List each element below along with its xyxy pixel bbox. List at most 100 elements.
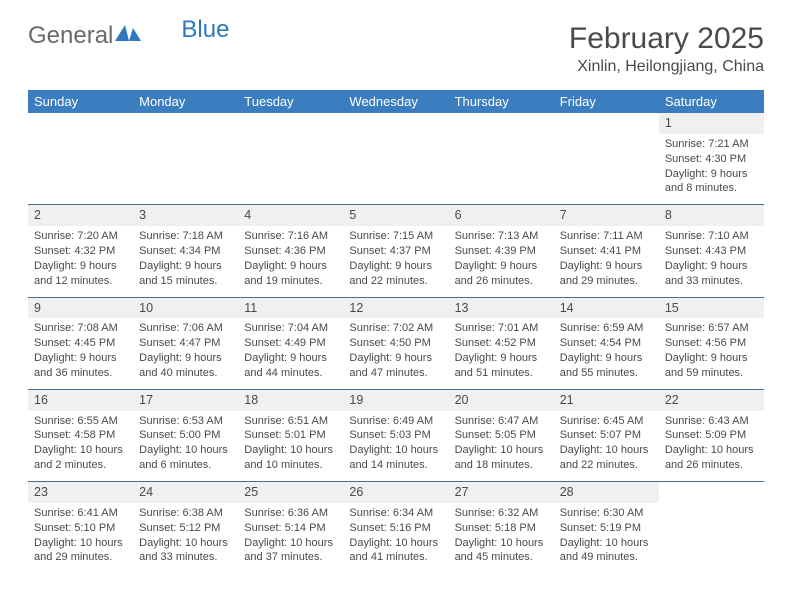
sunset-text: Sunset: 5:01 PM <box>244 428 337 443</box>
day-cell: 3Sunrise: 7:18 AMSunset: 4:34 PMDaylight… <box>133 205 238 296</box>
day-cell: 8Sunrise: 7:10 AMSunset: 4:43 PMDaylight… <box>659 205 764 296</box>
sunset-text: Sunset: 4:43 PM <box>665 244 758 259</box>
logo: General Blue <box>28 22 229 50</box>
day-number <box>28 113 133 117</box>
day-number: 6 <box>449 205 554 226</box>
day-cell: 9Sunrise: 7:08 AMSunset: 4:45 PMDaylight… <box>28 298 133 389</box>
sunrise-text: Sunrise: 7:01 AM <box>455 321 548 336</box>
day-cell: 1Sunrise: 7:21 AMSunset: 4:30 PMDaylight… <box>659 113 764 204</box>
sunset-text: Sunset: 4:47 PM <box>139 336 232 351</box>
day-cell: 23Sunrise: 6:41 AMSunset: 5:10 PMDayligh… <box>28 482 133 573</box>
sunset-text: Sunset: 4:37 PM <box>349 244 442 259</box>
sunrise-text: Sunrise: 6:45 AM <box>560 414 653 429</box>
day-cell: 16Sunrise: 6:55 AMSunset: 4:58 PMDayligh… <box>28 390 133 481</box>
week-row: 1Sunrise: 7:21 AMSunset: 4:30 PMDaylight… <box>28 113 764 204</box>
daylight-text: Daylight: 9 hours and 36 minutes. <box>34 351 127 381</box>
daylight-text: Daylight: 9 hours and 47 minutes. <box>349 351 442 381</box>
day-cell: 10Sunrise: 7:06 AMSunset: 4:47 PMDayligh… <box>133 298 238 389</box>
day-cell: 20Sunrise: 6:47 AMSunset: 5:05 PMDayligh… <box>449 390 554 481</box>
weekday-header: Sunday <box>28 90 133 113</box>
sunrise-text: Sunrise: 7:13 AM <box>455 229 548 244</box>
day-number: 21 <box>554 390 659 411</box>
day-number: 15 <box>659 298 764 319</box>
sunset-text: Sunset: 4:41 PM <box>560 244 653 259</box>
daylight-text: Daylight: 10 hours and 29 minutes. <box>34 536 127 566</box>
day-cell-empty <box>659 482 764 573</box>
sunset-text: Sunset: 5:19 PM <box>560 521 653 536</box>
daylight-text: Daylight: 10 hours and 6 minutes. <box>139 443 232 473</box>
day-number: 7 <box>554 205 659 226</box>
sunrise-text: Sunrise: 6:57 AM <box>665 321 758 336</box>
sunrise-text: Sunrise: 6:53 AM <box>139 414 232 429</box>
sunrise-text: Sunrise: 7:21 AM <box>665 137 758 152</box>
day-number: 8 <box>659 205 764 226</box>
day-number <box>659 482 764 486</box>
day-cell-empty <box>343 113 448 204</box>
week-row: 23Sunrise: 6:41 AMSunset: 5:10 PMDayligh… <box>28 481 764 573</box>
day-cell-empty <box>238 113 343 204</box>
sunset-text: Sunset: 4:34 PM <box>139 244 232 259</box>
daylight-text: Daylight: 10 hours and 49 minutes. <box>560 536 653 566</box>
sunset-text: Sunset: 5:18 PM <box>455 521 548 536</box>
day-number: 28 <box>554 482 659 503</box>
day-number: 3 <box>133 205 238 226</box>
daylight-text: Daylight: 9 hours and 33 minutes. <box>665 259 758 289</box>
day-cell: 2Sunrise: 7:20 AMSunset: 4:32 PMDaylight… <box>28 205 133 296</box>
sunset-text: Sunset: 5:14 PM <box>244 521 337 536</box>
day-cell: 13Sunrise: 7:01 AMSunset: 4:52 PMDayligh… <box>449 298 554 389</box>
day-number: 18 <box>238 390 343 411</box>
day-number <box>343 113 448 117</box>
day-cell: 17Sunrise: 6:53 AMSunset: 5:00 PMDayligh… <box>133 390 238 481</box>
day-number: 19 <box>343 390 448 411</box>
daylight-text: Daylight: 9 hours and 19 minutes. <box>244 259 337 289</box>
day-number: 13 <box>449 298 554 319</box>
daylight-text: Daylight: 10 hours and 10 minutes. <box>244 443 337 473</box>
sunset-text: Sunset: 4:45 PM <box>34 336 127 351</box>
sunset-text: Sunset: 4:32 PM <box>34 244 127 259</box>
sunset-text: Sunset: 5:00 PM <box>139 428 232 443</box>
day-number <box>554 113 659 117</box>
daylight-text: Daylight: 10 hours and 14 minutes. <box>349 443 442 473</box>
day-number: 12 <box>343 298 448 319</box>
day-number: 1 <box>659 113 764 134</box>
sunrise-text: Sunrise: 6:41 AM <box>34 506 127 521</box>
sunrise-text: Sunrise: 6:59 AM <box>560 321 653 336</box>
logo-text-general: General <box>28 22 113 50</box>
daylight-text: Daylight: 10 hours and 22 minutes. <box>560 443 653 473</box>
weekday-header: Tuesday <box>238 90 343 113</box>
daylight-text: Daylight: 10 hours and 45 minutes. <box>455 536 548 566</box>
day-number <box>133 113 238 117</box>
sunrise-text: Sunrise: 6:38 AM <box>139 506 232 521</box>
day-cell: 14Sunrise: 6:59 AMSunset: 4:54 PMDayligh… <box>554 298 659 389</box>
sunset-text: Sunset: 5:12 PM <box>139 521 232 536</box>
weekday-header: Thursday <box>449 90 554 113</box>
day-cell: 7Sunrise: 7:11 AMSunset: 4:41 PMDaylight… <box>554 205 659 296</box>
page-title: February 2025 <box>569 22 764 56</box>
daylight-text: Daylight: 9 hours and 29 minutes. <box>560 259 653 289</box>
weekday-header: Monday <box>133 90 238 113</box>
day-number: 24 <box>133 482 238 503</box>
day-number: 26 <box>343 482 448 503</box>
sunrise-text: Sunrise: 6:30 AM <box>560 506 653 521</box>
day-number <box>238 113 343 117</box>
day-cell: 22Sunrise: 6:43 AMSunset: 5:09 PMDayligh… <box>659 390 764 481</box>
daylight-text: Daylight: 10 hours and 26 minutes. <box>665 443 758 473</box>
sunset-text: Sunset: 4:54 PM <box>560 336 653 351</box>
sunset-text: Sunset: 4:49 PM <box>244 336 337 351</box>
day-number: 14 <box>554 298 659 319</box>
day-number: 11 <box>238 298 343 319</box>
day-cell-empty <box>554 113 659 204</box>
sunrise-text: Sunrise: 7:20 AM <box>34 229 127 244</box>
day-number: 10 <box>133 298 238 319</box>
day-cell: 27Sunrise: 6:32 AMSunset: 5:18 PMDayligh… <box>449 482 554 573</box>
sunrise-text: Sunrise: 7:15 AM <box>349 229 442 244</box>
day-cell-empty <box>449 113 554 204</box>
day-number: 2 <box>28 205 133 226</box>
sunset-text: Sunset: 4:52 PM <box>455 336 548 351</box>
daylight-text: Daylight: 9 hours and 26 minutes. <box>455 259 548 289</box>
sunset-text: Sunset: 4:36 PM <box>244 244 337 259</box>
daylight-text: Daylight: 10 hours and 37 minutes. <box>244 536 337 566</box>
day-cell: 6Sunrise: 7:13 AMSunset: 4:39 PMDaylight… <box>449 205 554 296</box>
sunset-text: Sunset: 5:09 PM <box>665 428 758 443</box>
day-cell: 4Sunrise: 7:16 AMSunset: 4:36 PMDaylight… <box>238 205 343 296</box>
